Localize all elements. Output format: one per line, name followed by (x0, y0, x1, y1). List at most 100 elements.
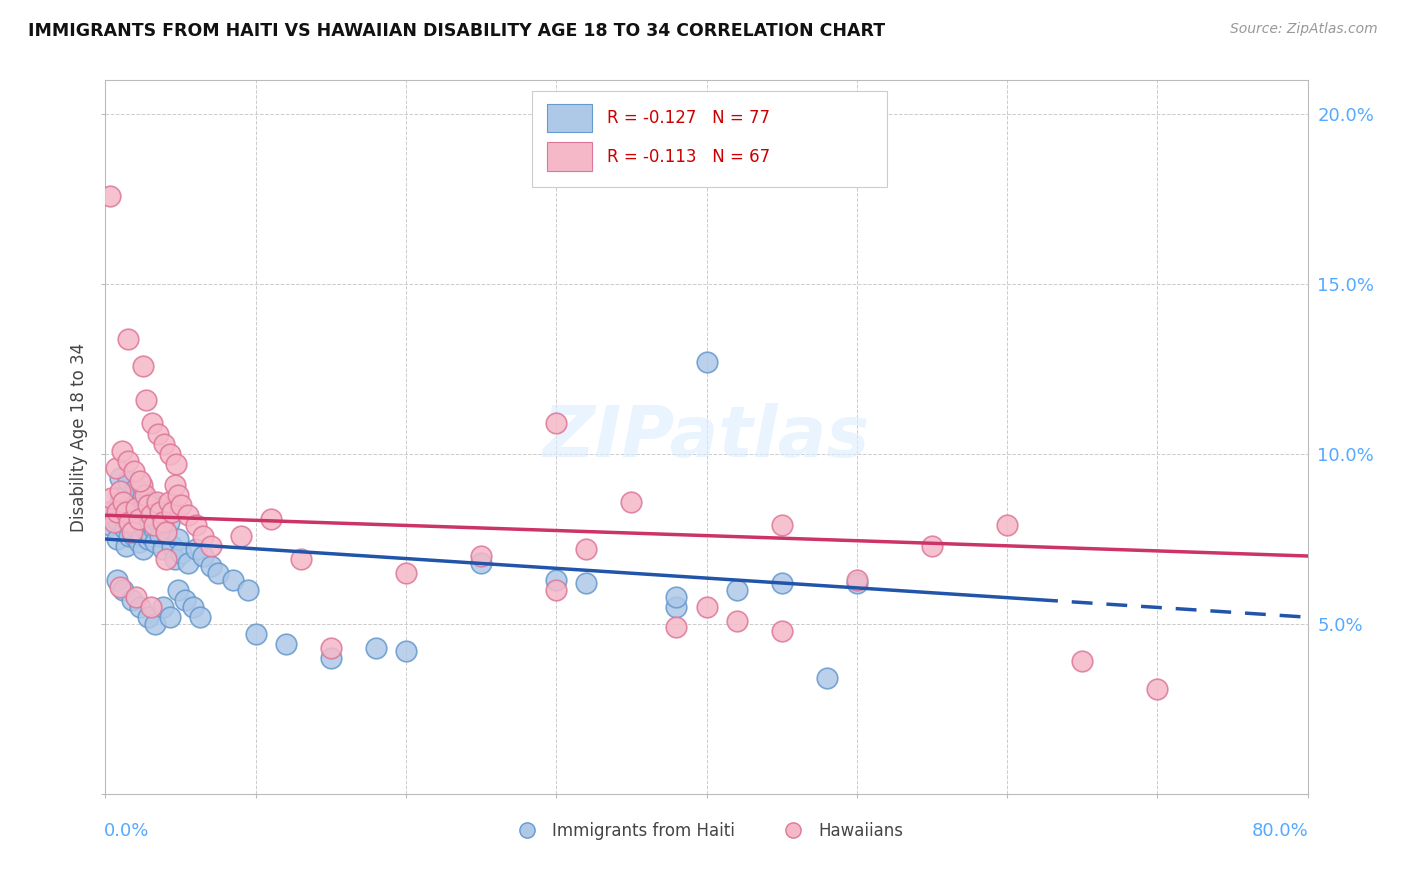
Point (139, 508, 162, 523)
Point (159, 610, 181, 624)
Point (152, 515, 174, 529)
Point (107, 532, 129, 546)
Point (110, 494, 132, 508)
Point (104, 460, 127, 475)
Point (121, 593, 143, 607)
Point (319, 640, 342, 655)
Point (135, 505, 157, 519)
Point (129, 515, 152, 529)
Point (107, 505, 129, 519)
Point (112, 494, 135, 508)
Point (145, 494, 167, 508)
Point (142, 522, 165, 536)
Point (117, 332, 139, 346)
Text: Source: ZipAtlas.com: Source: ZipAtlas.com (1230, 22, 1378, 37)
Point (129, 599, 152, 614)
Point (112, 508, 135, 523)
Point (725, 582, 748, 597)
Point (177, 556, 200, 570)
Point (153, 437, 176, 451)
Point (134, 488, 156, 502)
Point (546, 417, 568, 431)
Point (111, 443, 134, 458)
Point (128, 535, 150, 549)
Point (101, 505, 124, 519)
Point (148, 528, 170, 542)
Point (174, 593, 197, 607)
Point (152, 542, 174, 557)
Point (200, 539, 222, 553)
Point (222, 573, 245, 587)
Point (117, 515, 139, 529)
Point (155, 525, 177, 540)
Point (142, 518, 165, 533)
Text: 80.0%: 80.0% (1251, 822, 1309, 840)
Point (725, 614, 748, 628)
Point (125, 522, 148, 536)
Point (1071, 654, 1094, 668)
Text: IMMIGRANTS FROM HAITI VS HAWAIIAN DISABILITY AGE 18 TO 34 CORRELATION CHART: IMMIGRANTS FROM HAITI VS HAWAIIAN DISABI… (28, 22, 886, 40)
Point (117, 454, 139, 468)
Point (141, 417, 163, 431)
Point (128, 511, 150, 525)
Point (136, 610, 159, 624)
Point (155, 552, 177, 566)
Point (200, 559, 222, 574)
Point (115, 505, 138, 519)
Point (696, 355, 718, 369)
Legend: Immigrants from Haiti, Hawaiians: Immigrants from Haiti, Hawaiians (503, 815, 910, 847)
Point (132, 542, 155, 557)
Point (166, 532, 188, 546)
Point (146, 501, 169, 516)
Point (143, 535, 166, 549)
Point (157, 494, 180, 508)
Point (124, 508, 146, 523)
Point (1146, 681, 1168, 696)
Point (97, 505, 120, 519)
Point (117, 475, 139, 489)
Point (112, 582, 135, 597)
Point (136, 498, 159, 512)
Point (160, 505, 183, 519)
Point (166, 582, 188, 597)
Point (138, 518, 160, 533)
Point (665, 599, 688, 614)
Point (364, 640, 387, 655)
Point (815, 671, 838, 685)
Point (120, 505, 142, 519)
Point (122, 528, 145, 542)
Point (124, 481, 146, 495)
Point (395, 566, 418, 580)
Point (184, 518, 207, 533)
Point (98, 518, 121, 533)
Point (139, 494, 162, 508)
Point (129, 475, 152, 489)
Point (121, 518, 143, 533)
Text: R = -0.127   N = 77: R = -0.127 N = 77 (607, 109, 769, 127)
Point (160, 539, 183, 553)
Point (152, 599, 174, 614)
Point (148, 505, 170, 519)
Point (260, 511, 283, 525)
Point (696, 599, 718, 614)
Point (100, 491, 122, 506)
Point (136, 532, 159, 546)
Bar (547, 103, 592, 132)
Point (139, 599, 162, 614)
FancyBboxPatch shape (533, 91, 887, 187)
Point (110, 580, 132, 594)
Point (141, 508, 163, 523)
Point (118, 515, 141, 529)
Point (665, 620, 688, 634)
Text: ZIPatlas: ZIPatlas (543, 402, 870, 472)
Point (665, 590, 688, 604)
Point (229, 528, 252, 542)
Point (191, 549, 214, 563)
Text: 0.0%: 0.0% (104, 822, 149, 840)
Point (575, 542, 598, 557)
Point (995, 518, 1018, 533)
Point (146, 515, 169, 529)
Point (115, 539, 138, 553)
Point (131, 528, 153, 542)
Point (107, 573, 129, 587)
